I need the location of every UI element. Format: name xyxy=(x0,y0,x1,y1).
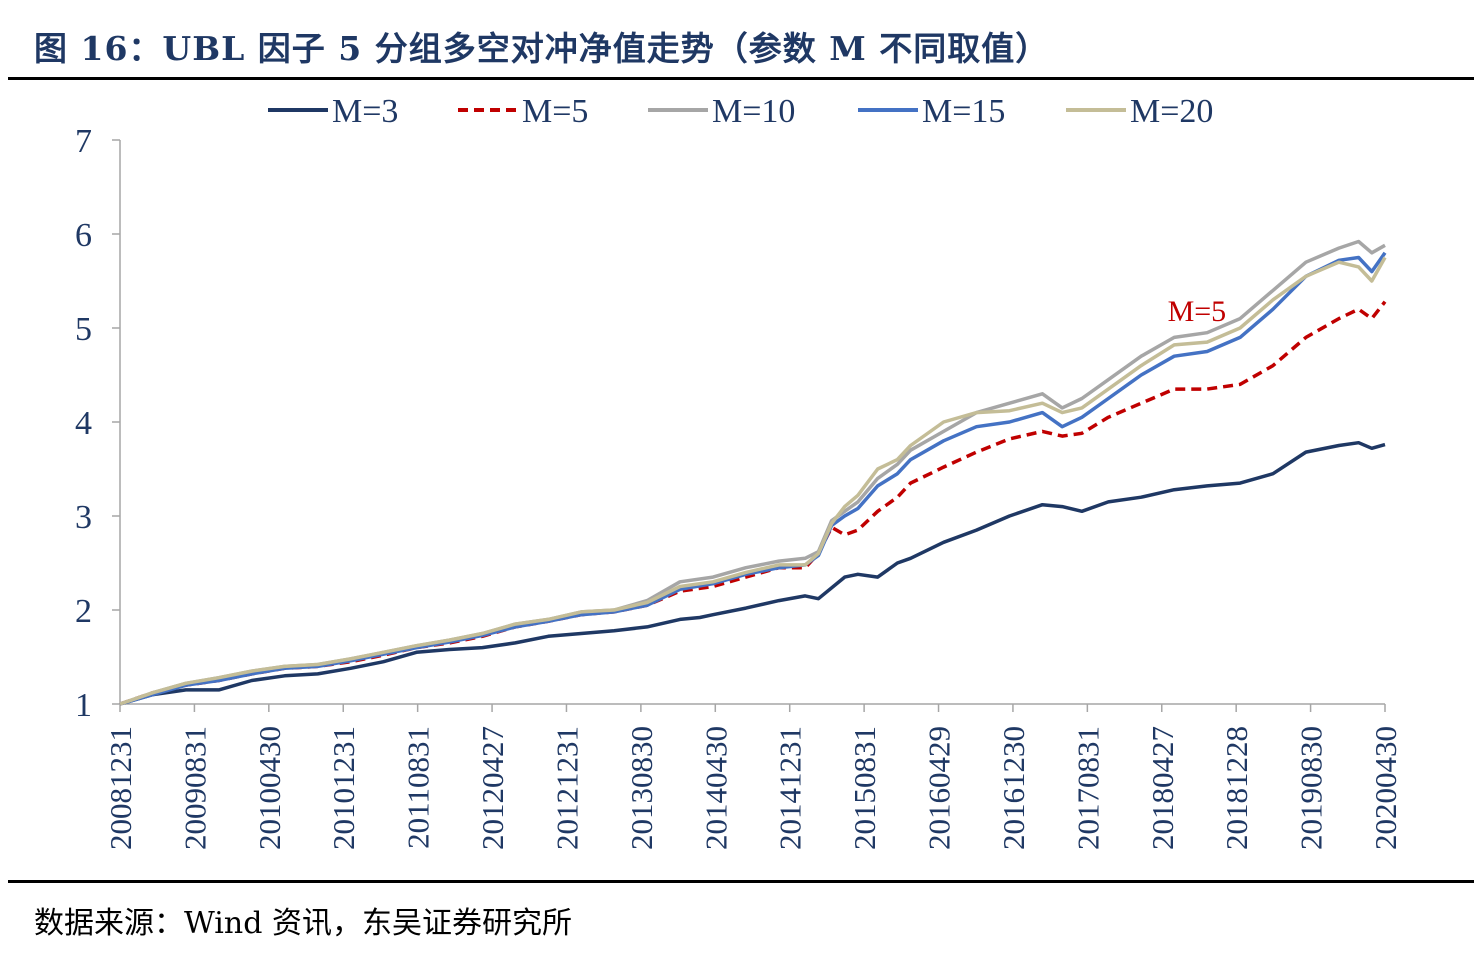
x-tick-label: 20090831 xyxy=(177,726,212,850)
y-tick-label: 5 xyxy=(75,311,92,348)
top-divider xyxy=(8,77,1474,80)
x-tick-label: 20150831 xyxy=(847,726,882,850)
y-tick-label: 4 xyxy=(75,405,92,442)
x-tick-label: 20160429 xyxy=(922,726,957,850)
legend-label: M=3 xyxy=(332,93,398,130)
y-tick-label: 3 xyxy=(75,499,92,536)
chart-title: 图 16：UBL 因子 5 分组多空对冲净值走势（参数 M 不同取值） xyxy=(34,29,1050,68)
x-tick-label: 20120427 xyxy=(475,726,510,850)
series-line-m3 xyxy=(119,440,1386,706)
x-tick-label: 20161230 xyxy=(996,726,1031,850)
y-tick-label: 2 xyxy=(75,593,92,630)
x-tick-label: 20101231 xyxy=(326,726,361,850)
x-tick-label: 20141231 xyxy=(773,726,808,850)
series-line-m20 xyxy=(119,256,1387,706)
x-tick-label: 20180427 xyxy=(1145,726,1180,850)
x-tick-label: 20130830 xyxy=(624,726,659,850)
x-tick-label: 20081231 xyxy=(103,726,138,850)
x-tick-label: 20110831 xyxy=(401,726,436,849)
x-tick-label: 20181228 xyxy=(1219,726,1254,850)
bottom-divider xyxy=(8,880,1474,883)
y-tick-label: 6 xyxy=(75,217,92,254)
legend-label: M=10 xyxy=(712,93,795,130)
x-tick-label: 20200430 xyxy=(1368,726,1403,850)
x-tick-label: 20121231 xyxy=(549,726,584,850)
y-tick-label: 1 xyxy=(75,687,92,724)
y-tick-label: 7 xyxy=(75,123,92,160)
series-annotation: M=5 xyxy=(1168,295,1227,328)
series-line-m5 xyxy=(119,300,1387,706)
legend-label: M=20 xyxy=(1130,93,1213,130)
line-chart: 1 2 3 4 5 6 7 20081231 20090831 20100430 20101231 2… xyxy=(75,93,1403,850)
legend-label: M=5 xyxy=(522,93,588,130)
data-source-note: 数据来源：Wind 资讯，东吴证券研究所 xyxy=(34,906,572,941)
x-tick-label: 20170831 xyxy=(1070,726,1105,850)
x-tick-label: 20100430 xyxy=(252,726,287,850)
x-tick-label: 20140430 xyxy=(698,726,733,850)
x-tick-label: 20190830 xyxy=(1294,726,1329,850)
legend-label: M=15 xyxy=(922,93,1005,130)
